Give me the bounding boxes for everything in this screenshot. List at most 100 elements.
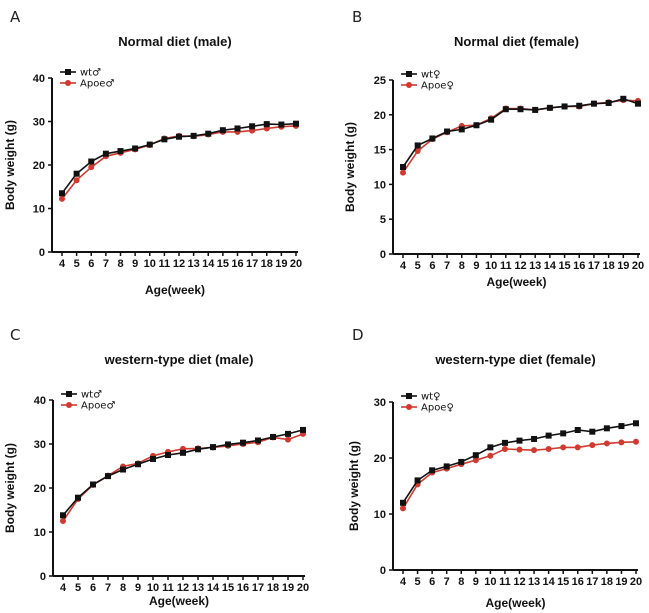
x-tick-label: 7 (103, 258, 109, 270)
legend-label-wt: wt♀ (421, 70, 440, 81)
data-point-wt (161, 136, 168, 143)
data-point-wt (105, 473, 111, 480)
x-tick-label: 16 (237, 582, 249, 594)
y-tick-label: 30 (374, 397, 386, 409)
x-tick-label: 20 (630, 576, 642, 588)
x-tick-label: 7 (105, 582, 111, 594)
data-point-wt (75, 494, 81, 501)
data-point-wt (516, 437, 523, 444)
y-tick-label: 10 (374, 509, 386, 521)
data-point-wt (210, 444, 216, 451)
legend-marker-apoe (406, 82, 412, 88)
x-tick-label: 15 (217, 258, 229, 270)
data-point-wt (255, 437, 261, 444)
y-tick-label: 0 (39, 247, 45, 259)
x-tick-label: 18 (261, 258, 273, 270)
data-point-wt (574, 427, 581, 433)
series-line-wt (62, 429, 304, 516)
legend-marker-wt (65, 69, 71, 75)
x-tick-label: 19 (275, 258, 287, 270)
x-tick-label: 13 (192, 582, 204, 594)
data-point-wt (603, 425, 610, 432)
data-point-wt (278, 121, 285, 128)
x-tick-label: 5 (75, 582, 81, 594)
x-tick-label: 13 (528, 576, 540, 588)
x-tick-label: 17 (246, 258, 258, 270)
x-tick-label: 8 (459, 260, 465, 272)
data-point-wt (458, 126, 465, 133)
data-point-wt (531, 435, 538, 442)
legend-label-wt: wt♀ (421, 392, 440, 403)
legend-marker-apoe (406, 404, 412, 410)
y-tick-label: 30 (34, 439, 46, 451)
y-tick-label: 0 (380, 249, 386, 261)
data-point-wt (400, 499, 406, 506)
x-tick-label: 5 (415, 260, 421, 272)
data-point-wt (60, 512, 66, 519)
y-tick-label: 25 (374, 75, 386, 87)
data-point-apoe (633, 438, 639, 445)
data-point-wt (205, 130, 212, 137)
x-tick-label: 19 (282, 582, 294, 594)
panel-letter-a: A (10, 8, 21, 26)
x-tick-label: 12 (513, 576, 525, 588)
y-tick-label: 20 (34, 483, 46, 495)
data-point-wt (414, 142, 421, 149)
legend-marker-wt (66, 391, 72, 397)
data-point-apoe (574, 444, 581, 451)
data-point-wt (429, 135, 436, 142)
x-tick-label: 4 (60, 582, 67, 594)
x-axis-label: Age(week) (145, 283, 205, 297)
data-point-wt (117, 148, 124, 155)
data-point-wt (180, 449, 186, 456)
legend-label-wt: wt♂ (80, 68, 101, 79)
y-tick-label: 40 (33, 73, 45, 85)
x-tick-label: 6 (429, 260, 435, 272)
x-tick-label: 20 (632, 260, 644, 272)
data-point-apoe (400, 169, 406, 176)
data-point-apoe (88, 164, 95, 171)
y-axis-label: Body weight (g) (343, 122, 357, 212)
x-tick-label: 11 (159, 258, 171, 270)
y-tick-label: 0 (40, 571, 46, 583)
data-point-apoe (589, 442, 596, 449)
y-tick-label: 10 (374, 179, 386, 191)
data-point-wt (249, 123, 256, 130)
data-point-wt (560, 430, 567, 437)
x-tick-label: 4 (59, 258, 66, 270)
x-tick-label: 9 (135, 582, 141, 594)
data-point-wt (120, 466, 126, 473)
x-tick-label: 15 (222, 582, 234, 594)
panel-letter-c: C (10, 326, 21, 344)
series-line-wt (402, 422, 637, 504)
data-point-apoe (560, 444, 567, 451)
data-point-wt (545, 432, 552, 439)
y-tick-label: 20 (374, 110, 386, 122)
x-tick-label: 11 (499, 576, 511, 588)
x-axis-label: Age(week) (485, 596, 545, 610)
x-tick-label: 17 (588, 260, 600, 272)
data-point-apoe (285, 436, 291, 443)
data-point-apoe (516, 446, 523, 453)
legend-marker-apoe (65, 80, 71, 86)
x-tick-label: 8 (120, 582, 126, 594)
x-tick-label: 8 (117, 258, 123, 270)
y-tick-label: 20 (374, 453, 386, 465)
x-tick-label: 9 (473, 260, 479, 272)
legend-label-apoe: Apoe♀ (421, 403, 454, 414)
data-point-wt (488, 116, 495, 123)
data-point-wt (589, 428, 596, 435)
data-point-wt (501, 439, 508, 446)
x-tick-label: 11 (162, 582, 174, 594)
data-point-wt (146, 141, 153, 148)
x-tick-label: 14 (207, 582, 220, 594)
x-tick-label: 20 (297, 582, 309, 594)
data-point-wt (444, 128, 451, 135)
y-tick-label: 10 (34, 527, 46, 539)
x-tick-label: 7 (444, 260, 450, 272)
x-tick-label: 11 (500, 260, 512, 272)
